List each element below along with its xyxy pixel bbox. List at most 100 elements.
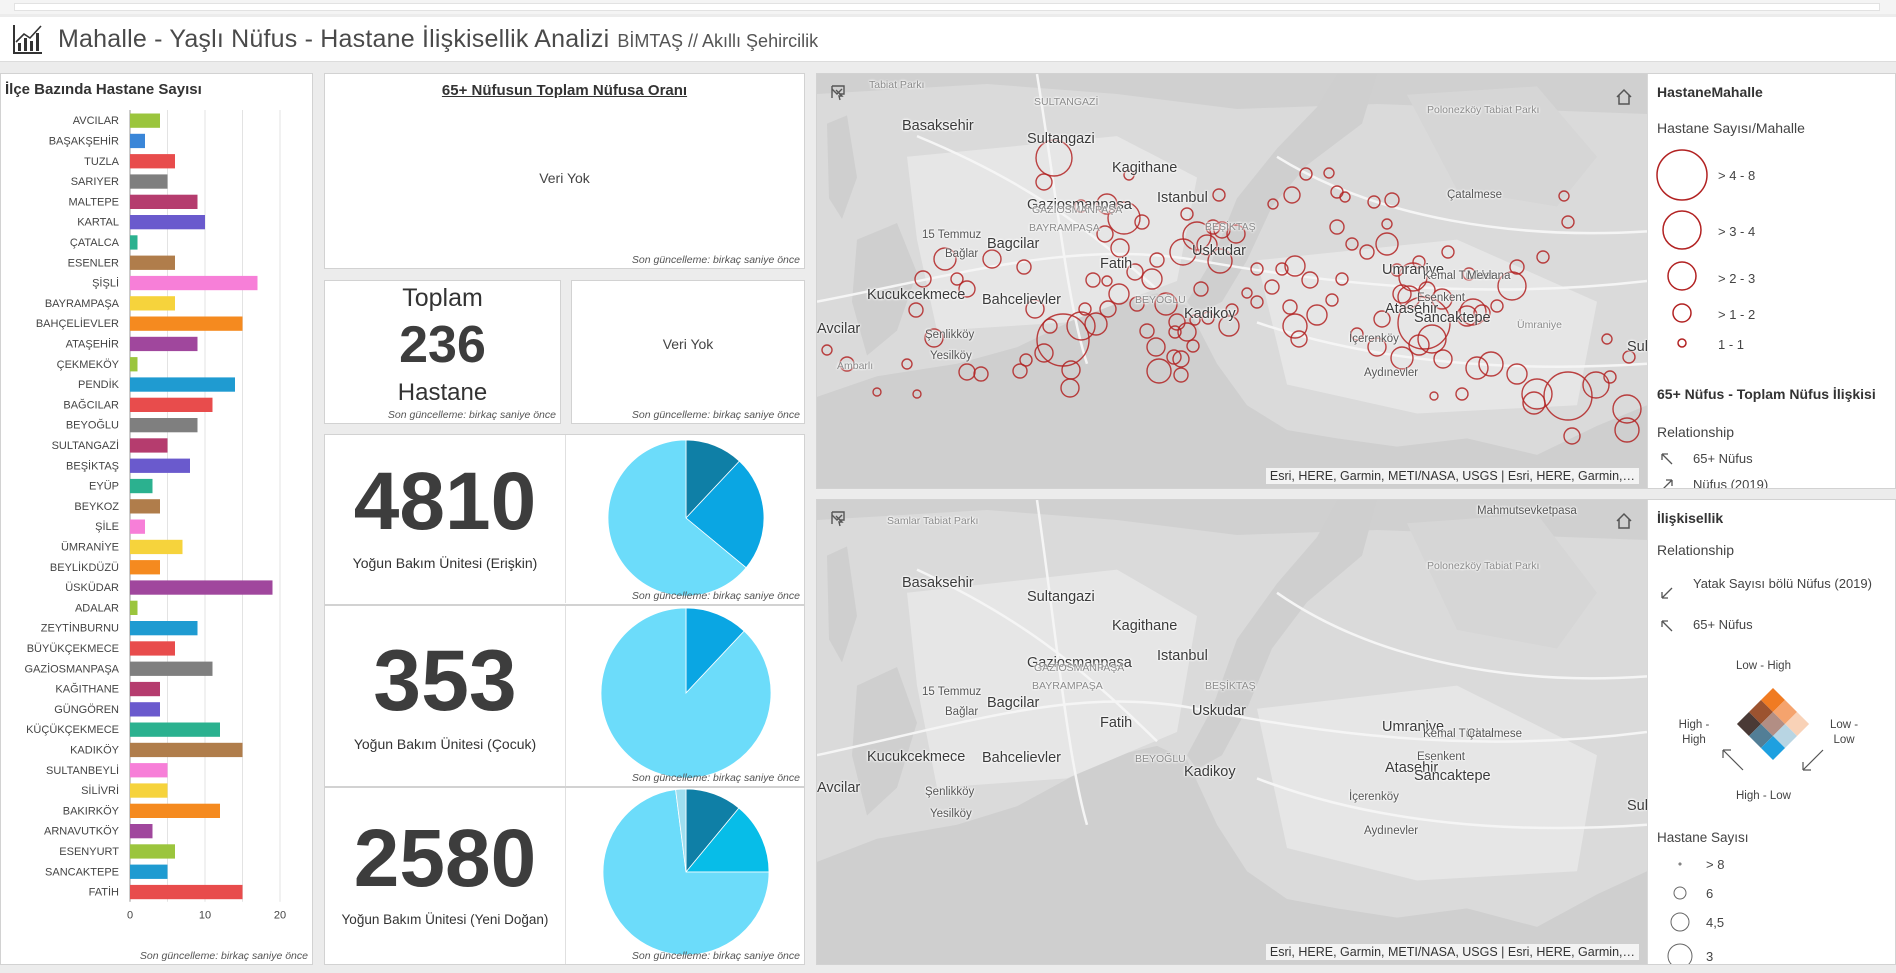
chevron-down-icon[interactable] [829, 84, 845, 98]
map-label: Yesilköy [930, 808, 972, 820]
category-label: BEYKOZ [74, 501, 119, 513]
map-label: 15 Temmuz [922, 686, 982, 698]
icu-adult-value: 4810 [353, 456, 537, 547]
map2-canvas[interactable]: Basaksehir Sultangazi Kagithane Istanbul Gaz… [817, 500, 1647, 964]
hospital-circle [1390, 346, 1414, 370]
bar [130, 113, 160, 128]
hospital-circle [1168, 325, 1182, 339]
map-label: Basaksehir [902, 118, 974, 134]
bosphorus [1187, 500, 1377, 770]
map-label: Bahcelievler [982, 292, 1061, 308]
map-label: Kagithane [1112, 160, 1178, 176]
urban-european [907, 569, 1197, 788]
total-top-label: Toplam [402, 284, 483, 312]
category-label: ŞİLE [95, 520, 119, 533]
hospital-circle [1241, 287, 1253, 299]
icu-newborn-label: Yoğun Bakım Ünitesi (Yeni Doğan) [341, 912, 549, 927]
legend2-count-2: 6 [1706, 886, 1714, 901]
bar [130, 702, 160, 717]
pie-slice [685, 607, 745, 695]
legend2-count-title: Hastane Sayısı [1657, 830, 1749, 845]
hospital-circle [1299, 167, 1313, 181]
hospital-circle [1282, 299, 1298, 315]
map-label: İçerenköy [1349, 791, 1399, 803]
category-label: BAŞAKŞEHİR [49, 134, 119, 147]
hospital-circle [1107, 201, 1141, 235]
map-label: Şenlikköy [925, 329, 975, 341]
hospital-circle [1141, 268, 1163, 290]
home-icon[interactable] [1613, 86, 1635, 108]
hospital-circle [1614, 417, 1640, 443]
map-select-icon[interactable] [829, 510, 849, 528]
legend2-left-label: High - High [1678, 719, 1710, 746]
hospital-circle [1429, 391, 1439, 401]
legend1-class-3: > 2 - 3 [1718, 271, 1756, 286]
map-label: GAZİOSMANPAŞA [1032, 204, 1123, 216]
legend2-count-1: > 8 [1706, 857, 1725, 872]
chevron-down-icon[interactable] [829, 510, 845, 524]
legend2-count-3: 4,5 [1706, 915, 1725, 930]
hospital-circle [1367, 195, 1381, 209]
bar [130, 174, 168, 189]
map-select-icon[interactable] [829, 84, 849, 102]
hospital-circle [1078, 302, 1092, 316]
bar [130, 560, 160, 575]
category-label: BAYRAMPAŞA [45, 298, 120, 310]
bivariate-grid [1736, 687, 1810, 761]
pie-slice [602, 789, 770, 956]
bar [130, 661, 213, 676]
map1-canvas[interactable]: Basaksehir Sultangazi Kagithane Istanbul Gaz… [817, 74, 1647, 488]
lake-kucukcekmece [852, 667, 917, 816]
hospital-circle [1201, 311, 1215, 325]
map-label: Kucukcekmece [867, 749, 966, 765]
legend2-top-label: Low - High [1736, 660, 1791, 672]
home-icon[interactable] [1613, 510, 1635, 532]
hospital-circle [1350, 327, 1364, 341]
category-label: BAHÇELİEVLER [36, 317, 119, 330]
legend1-class-1: > 4 - 8 [1718, 168, 1756, 183]
road [1276, 155, 1647, 235]
hospital-circle [1218, 315, 1240, 337]
hospital-circle [1172, 350, 1190, 368]
map-label: Tabiat Parkı [869, 79, 925, 91]
map1-basemap [817, 74, 1647, 488]
legend1-rel-item: 65+ Nüfus [1693, 451, 1753, 466]
bar [130, 824, 153, 839]
map-label: Sancaktepe [1414, 310, 1491, 326]
hospital-circle [1375, 232, 1399, 256]
map1-attribution: Esri, HERE, Garmin, METI/NASA, USGS | Es… [1265, 468, 1639, 484]
map-label: Sultan [1627, 339, 1647, 355]
bar [130, 336, 198, 352]
top-strip-bar [14, 3, 1880, 11]
hospital-circle [1267, 198, 1279, 210]
ratio-panel: 65+ Nüfusun Toplam Nüfusa Oranı Veri Yok… [324, 73, 805, 269]
hospital-circle [901, 358, 913, 370]
app-header: Mahalle - Yaşlı Nüfus - Hastane İlişkise… [0, 17, 1896, 62]
category-label: ÜSKÜDAR [65, 582, 119, 594]
icu-adult-footnote: Son güncelleme: birkaç saniye önce [631, 590, 800, 602]
pie-slice [685, 460, 765, 569]
hospital-circle [1381, 218, 1393, 230]
hospital-circle [1154, 292, 1178, 316]
category-label: ÜMRANİYE [61, 540, 119, 553]
legend1-circles [1656, 149, 1708, 348]
category-label: BEYOĞLU [66, 419, 119, 432]
category-label: GÜNGÖREN [54, 704, 119, 716]
map-label: BEŞİKTAŞ [1205, 680, 1256, 692]
hospital-circle [1108, 283, 1130, 305]
icu-child-panel: 353 Yoğun Bakım Ünitesi (Çocuk) Son günc… [324, 605, 805, 787]
lake-west [827, 546, 857, 663]
hospital-circle [1180, 207, 1194, 221]
hospital-circle [1035, 139, 1073, 177]
bar-chart: AVCILAR BAŞAKŞEHİR TUZLA SARIYER MALTEPE KART… [24, 110, 286, 922]
icu-adult-label: Yoğun Bakım Ünitesi (Erişkin) [352, 555, 538, 571]
pie-slice [685, 807, 770, 873]
bar [130, 316, 243, 331]
category-label: SULTANGAZİ [52, 439, 119, 452]
total-value: 236 [399, 316, 486, 374]
category-label: GAZİOSMANPAŞA [24, 662, 119, 675]
hospital-circle [1019, 353, 1033, 367]
hospital-circle [1490, 299, 1504, 313]
hospital-circle [872, 387, 882, 397]
icu-adult-pie [565, 435, 765, 603]
